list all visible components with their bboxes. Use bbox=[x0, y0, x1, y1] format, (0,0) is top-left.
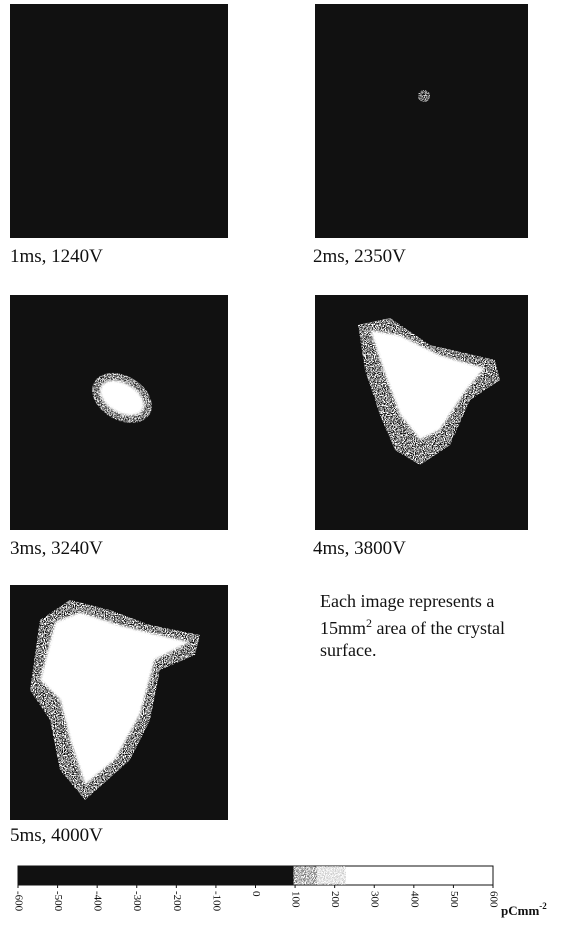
colorbar-mid bbox=[317, 866, 346, 885]
tick-label: 600 bbox=[487, 891, 499, 908]
tick-label: 400 bbox=[408, 891, 420, 908]
tick-label: 500 bbox=[448, 891, 460, 908]
discharge-spot bbox=[418, 90, 430, 102]
note-superscript: 2 bbox=[366, 616, 372, 630]
colorbar: -600 -500 -400 -300 -200 -100 0 100 200 300 400 500… bbox=[12, 866, 547, 918]
unit-label: pCmm-2 bbox=[501, 901, 547, 918]
caption: 4ms, 3800V bbox=[313, 538, 406, 559]
figure: 1ms, 1240V 2ms, 2350V 3ms, 3240V 4ms, 38… bbox=[0, 0, 564, 927]
tick-label: 100 bbox=[290, 891, 302, 908]
image-panel bbox=[10, 4, 228, 238]
page: 1ms, 1240V 2ms, 2350V 3ms, 3240V 4ms, 38… bbox=[0, 0, 564, 927]
colorbar-dark bbox=[18, 866, 294, 885]
tick-label: -600 bbox=[12, 891, 24, 912]
tick-label: -300 bbox=[131, 891, 143, 912]
tick-label: 300 bbox=[369, 891, 381, 908]
image-panel bbox=[315, 4, 528, 238]
colorbar-mid bbox=[294, 866, 318, 885]
tick-label: 0 bbox=[250, 891, 262, 897]
tick-label: -400 bbox=[92, 891, 104, 912]
tick-label: 200 bbox=[329, 891, 341, 908]
tick-label: -100 bbox=[210, 891, 222, 912]
caption: 5ms, 4000V bbox=[10, 825, 103, 846]
tick-label: -200 bbox=[171, 891, 183, 912]
unit-exponent: -2 bbox=[539, 901, 547, 911]
note: Each image represents a 15mm2 area of th… bbox=[320, 590, 540, 661]
unit: pCmm bbox=[501, 903, 539, 918]
tick-label: -500 bbox=[52, 891, 64, 912]
caption: 2ms, 2350V bbox=[313, 246, 406, 267]
caption: 3ms, 3240V bbox=[10, 538, 103, 559]
caption: 1ms, 1240V bbox=[10, 246, 103, 267]
